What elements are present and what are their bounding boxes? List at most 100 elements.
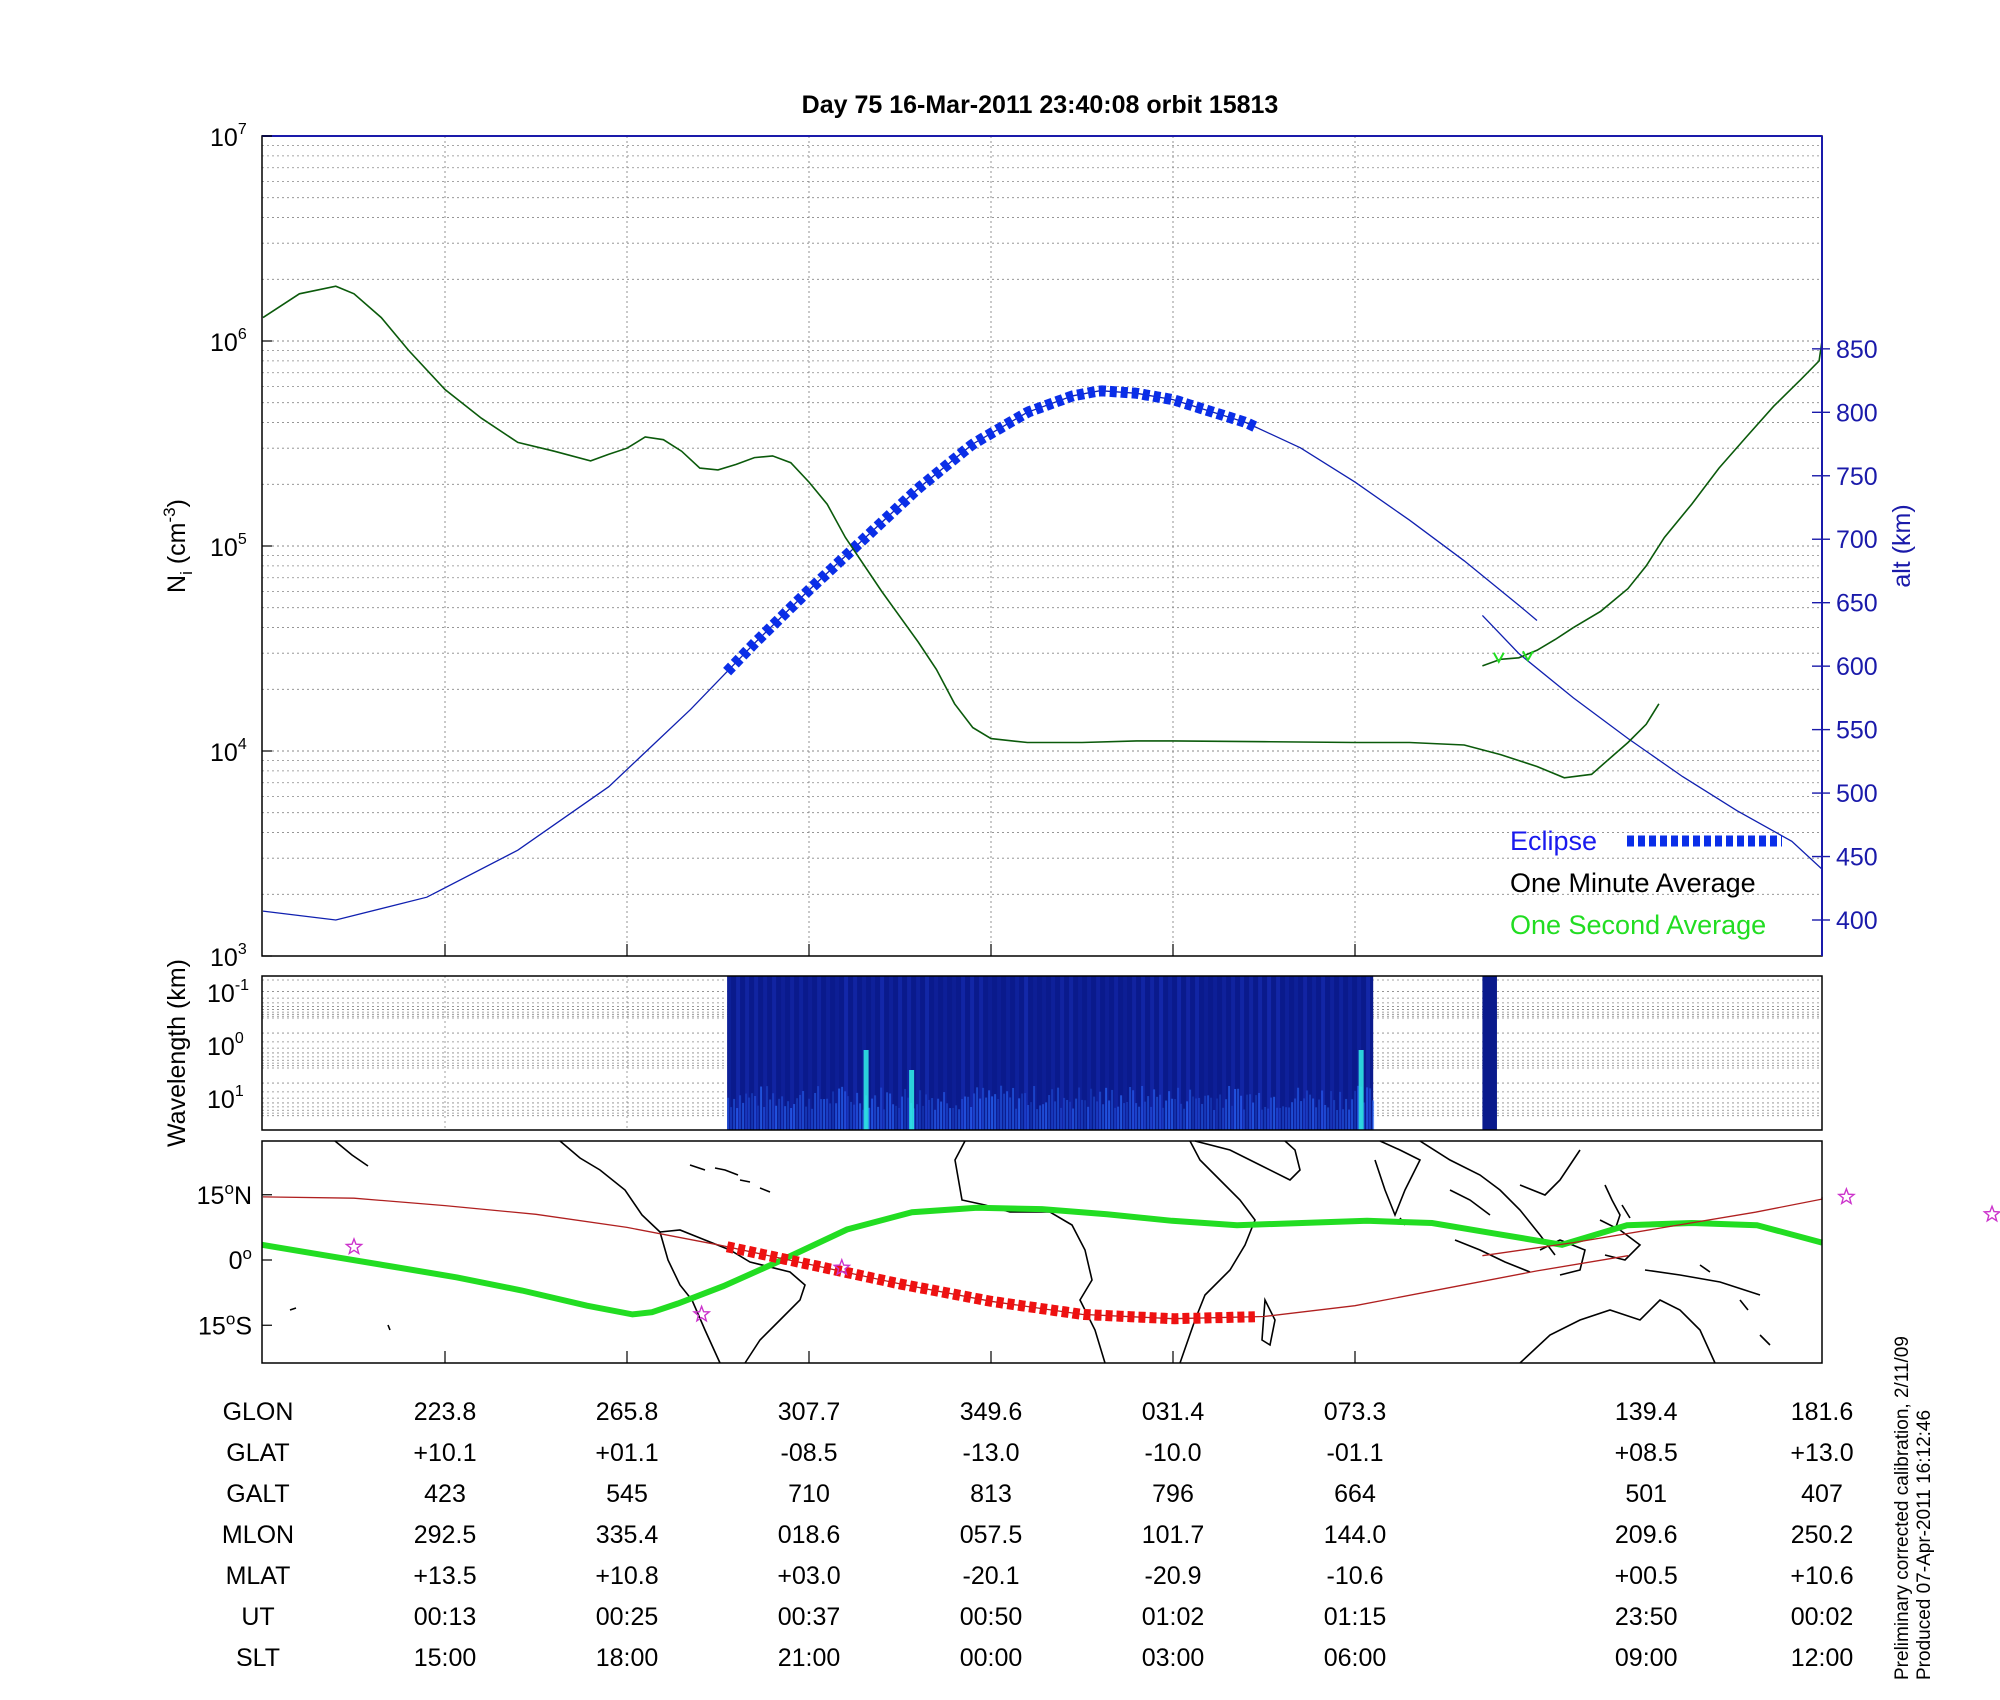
density-y-tick-label: 104 [210,736,247,767]
map-y-tick-label: 0o [229,1244,252,1275]
spectrogram-stripe [994,1094,997,1130]
spectrogram-stripe [1207,1095,1210,1130]
spectrogram-stripe [1015,1108,1018,1130]
spectrogram-stripe [1072,1108,1075,1130]
table-cell: 181.6 [1791,1398,1854,1426]
table-cell: 12:00 [1791,1644,1854,1672]
spectrogram-stripe [1165,1100,1168,1130]
spectrogram-column [1123,976,1128,1130]
spectrogram-column [1168,976,1173,1130]
spectrogram-column [1348,976,1353,1130]
spectrogram-stripe [1372,1100,1375,1130]
spectrogram-column [808,976,813,1130]
spectrogram-column [1177,976,1182,1130]
spectrogram-stripe [1024,1093,1027,1130]
spectrogram-stripe [1120,1095,1123,1130]
spectrogram-stripe [1354,1090,1357,1130]
spectrogram-y-tick-label: 101 [207,1083,244,1114]
spectrogram-stripe [841,1086,844,1130]
table-cell: 018.6 [778,1521,841,1549]
spectrogram-column [1285,976,1290,1130]
altitude-y-tick-label: 450 [1836,844,1878,872]
spectrogram-stripe [1225,1099,1228,1130]
spectrogram-stripe [1369,1088,1372,1130]
satellite-track-eclipse-line [725,1241,1256,1325]
table-cell: 250.2 [1791,1521,1854,1549]
station-star [1982,1204,2000,1223]
footer-notes: Preliminary corrected calibration, 2/11/… [1892,1336,1935,1680]
spectrogram-stripe [955,1105,958,1130]
spectrogram-stripe [823,1099,826,1130]
spectrogram-column [1195,976,1200,1130]
spectrogram-stripe [1318,1099,1321,1130]
spectrogram-stripe [1300,1101,1303,1130]
legend-one-minute-label: One Minute Average [1510,868,1756,898]
table-cell: 407 [1801,1480,1843,1508]
altitude-y-tick-label: 750 [1836,463,1878,491]
spectrogram-column [1159,976,1164,1130]
spectrogram-stripe [1096,1101,1099,1130]
spectrogram-stripe [1366,1087,1369,1130]
table-cell: 073.3 [1324,1398,1387,1426]
spectrogram-column [1051,976,1056,1130]
spectrogram-stripe [943,1092,946,1130]
spectrogram-stripe [1186,1101,1189,1130]
spectrogram-column [1258,976,1263,1130]
spectrogram-column [952,976,957,1130]
spectrogram-stripe [754,1095,757,1130]
one-second-point [1492,652,1505,664]
table-cell: +13.5 [413,1562,476,1590]
spectrogram-stripe [970,1106,973,1130]
table-row-label: UT [241,1603,274,1631]
table-cell: 00:02 [1791,1603,1854,1631]
spectrogram-stripe [1090,1088,1093,1130]
spectrogram-column [1240,976,1245,1130]
spectrogram-stripe [1123,1103,1126,1130]
spectrogram-stripe [1306,1090,1309,1130]
altitude-y-tick-label: 550 [1836,717,1878,745]
spectrogram-column [745,976,750,1130]
spectrogram-stripe [931,1098,934,1130]
density-x-ticks [444,944,1356,956]
spectrogram-column [835,976,840,1130]
spectrogram-stripe [1234,1088,1237,1130]
spectrogram-stripe [1114,1107,1117,1130]
spectrogram-stripe [1021,1093,1024,1130]
spectrogram-stripe [1045,1102,1048,1130]
coastline-philippines [1604,1184,1631,1231]
spectrogram-y-tick-exp: 1 [235,1083,244,1100]
spectrogram-column [934,976,939,1130]
map-y-tick-degree: o [224,1179,233,1198]
spectrogram-column [1267,976,1272,1130]
spectrogram-y-tick-exp: -1 [235,977,249,994]
table-cell: 101.7 [1142,1521,1205,1549]
spectrogram-stripe [886,1092,889,1130]
density-y-tick-base: 10 [210,534,238,562]
spectrogram-stripe [1321,1090,1324,1130]
coastline-australia [1519,1299,1716,1364]
one-second-series [1492,650,1534,664]
coastline-north-america [334,1140,661,1233]
legend-eclipse-label: Eclipse [1510,826,1597,856]
table-cell: 335.4 [596,1521,659,1549]
spectrogram-y-tick-label: 10-1 [207,977,249,1008]
spectrogram-block [727,976,1374,1130]
spectrogram-stripe [787,1101,790,1130]
spectrogram-column [1231,976,1236,1130]
spectrogram-stripe [949,1108,952,1130]
spectrogram-stripe [1129,1086,1132,1130]
table-cell: 710 [788,1480,830,1508]
altitude-y-ticks: 400 450 500 550 600 650 700 750 800 850 [1812,336,1878,935]
spectrogram-stripe [1018,1098,1021,1130]
table-cell: 031.4 [1142,1398,1205,1426]
spectrogram-stripe [1252,1102,1255,1130]
map-y-tick-degree: o [226,1309,235,1328]
spectrogram-column [1060,976,1065,1130]
spectrogram-stripe [940,1101,943,1130]
spectrogram-stripe [775,1105,778,1130]
spectrogram-stripe [853,1104,856,1130]
altitude-y-tick-label: 650 [1836,590,1878,618]
spectrogram-stripe [871,1098,874,1130]
coastline-caribbean [689,1164,771,1193]
